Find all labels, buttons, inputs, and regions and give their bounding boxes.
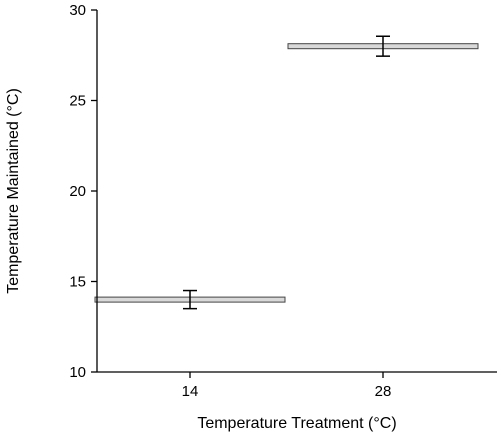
x-axis-title: Temperature Treatment (°C) bbox=[197, 415, 396, 432]
y-tick-label: 25 bbox=[69, 93, 86, 110]
y-axis-ticks: 10 15 20 25 30 bbox=[69, 2, 97, 381]
plot-area bbox=[94, 35, 479, 310]
y-tick-label: 10 bbox=[69, 364, 86, 381]
x-tick-label: 14 bbox=[182, 383, 199, 400]
y-tick-label: 15 bbox=[69, 274, 86, 291]
y-tick-label: 30 bbox=[69, 2, 86, 19]
y-tick-label: 20 bbox=[69, 183, 86, 200]
x-axis-ticks: 14 28 bbox=[182, 372, 392, 400]
x-tick-label: 28 bbox=[375, 383, 392, 400]
y-axis-title: Temperature Maintained (°C) bbox=[5, 88, 22, 294]
